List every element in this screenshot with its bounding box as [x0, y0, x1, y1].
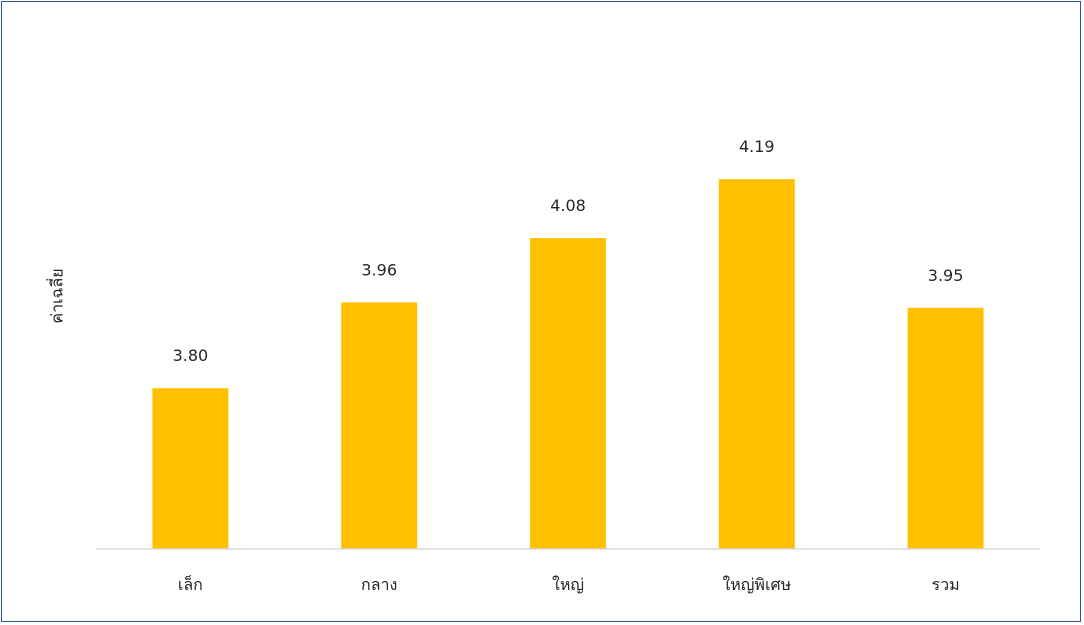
data-label: 4.19: [739, 137, 775, 156]
data-label: 3.96: [361, 260, 397, 279]
data-label: 4.08: [550, 196, 586, 215]
bar: [152, 388, 229, 549]
bar: [718, 179, 795, 549]
data-label: 3.80: [173, 346, 209, 365]
x-tick-label: รวม: [932, 575, 960, 594]
x-tick-label: กลาง: [361, 575, 397, 594]
x-tick-label: ใหญ่: [552, 575, 584, 594]
x-tick-label: ใหญ่พิเศษ: [722, 575, 791, 594]
bar: [907, 307, 984, 549]
x-tick-label: เล็ก: [178, 574, 203, 594]
bar: [341, 302, 418, 549]
bar: [530, 238, 606, 549]
data-label: 3.95: [928, 266, 964, 285]
